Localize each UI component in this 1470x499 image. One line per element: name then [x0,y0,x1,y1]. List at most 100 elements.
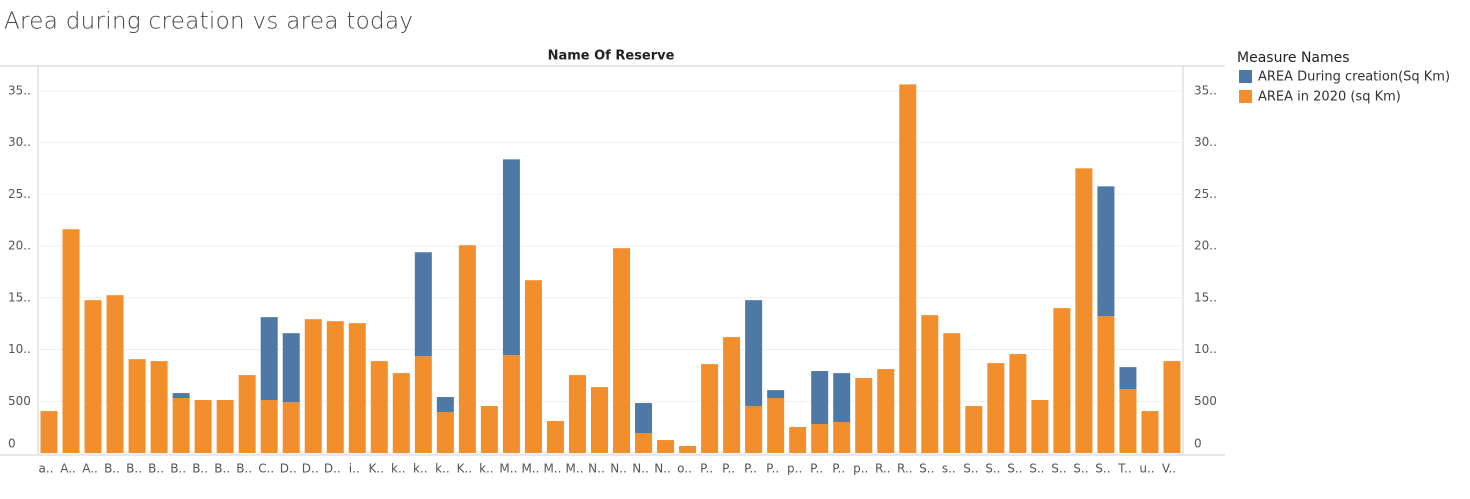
bar [833,422,851,453]
x-tick-label: N.. [588,462,605,476]
bar [370,361,388,453]
bar [1119,389,1137,453]
y2-tick-label: 15.. [1194,290,1217,304]
x-tick-label: D.. [324,462,341,476]
bar [348,323,366,453]
x-tick-label: B.. [236,462,252,476]
bar [833,373,851,423]
bar [767,398,785,453]
x-tick-label: i.. [349,462,360,476]
x-tick-label: R.. [897,462,913,476]
x-tick-label: B.. [148,462,164,476]
bar [943,333,961,453]
x-tick-label: P.. [744,462,757,476]
bar [1097,316,1115,453]
bar [40,411,58,453]
x-tick-label: B.. [170,462,186,476]
bar [1119,367,1137,390]
bar [987,363,1005,453]
x-tick-label: M.. [565,462,583,476]
x-tick-label: K.. [369,462,385,476]
bar [723,337,741,453]
bar [1097,186,1115,317]
legend-label: AREA in 2020 (sq Km) [1258,90,1401,105]
x-tick-label: P.. [810,462,823,476]
bar [106,295,124,453]
bar [260,400,278,453]
y2-tick-label: 20.. [1194,239,1217,253]
bar [877,369,895,453]
bar [1163,361,1181,453]
bar [546,421,564,453]
bar [1031,400,1049,453]
x-tick-label: k.. [479,462,494,476]
x-tick-label: S.. [963,462,978,476]
y2-tick-label: 500 [1194,394,1217,408]
bar [84,300,102,453]
y-tick-label: 35.. [8,83,31,97]
y-tick-label: 30.. [8,135,31,149]
y-tick-label: 10.. [8,342,31,356]
bar [436,397,454,413]
bar [965,406,983,453]
bar [1053,308,1071,453]
x-tick-label: B.. [126,462,142,476]
x-tick-label: S.. [1073,462,1088,476]
bar [524,280,542,453]
bar [855,378,873,453]
legend-label: AREA During creation(Sq Km) [1258,70,1450,85]
x-tick-label: M.. [543,462,561,476]
x-tick-label: p.. [853,462,868,476]
legend-title: Measure Names [1237,50,1350,66]
bar [701,364,719,453]
y2-tick-label: 25.. [1194,187,1217,201]
bar [480,406,498,453]
bar [150,361,168,453]
x-tick-label: M.. [499,462,517,476]
x-tick-label: S.. [1029,462,1044,476]
x-tick-label: S.. [1007,462,1022,476]
y2-tick-label: 10.. [1194,342,1217,356]
bar [590,387,608,453]
bar [282,402,300,453]
x-tick-label: B.. [192,462,208,476]
bar [635,433,653,453]
x-tick-label: T.. [1117,462,1132,476]
x-tick-label: C.. [258,462,274,476]
bar [392,373,410,453]
y2-tick-label: 0 [1194,437,1202,451]
x-tick-label: A.. [60,462,76,476]
bar [811,424,829,453]
bar [635,403,653,434]
bar [414,356,432,453]
bar [568,375,586,453]
x-tick-label: S.. [1051,462,1066,476]
bar [811,371,829,425]
bar [414,252,432,357]
x-tick-label: D.. [280,462,297,476]
y-tick-label: 500 [8,394,31,408]
x-tick-label: B.. [214,462,230,476]
x-tick-label: V.. [1162,462,1176,476]
x-tick-label: N.. [632,462,649,476]
bar [282,333,300,403]
bar [921,315,939,453]
bar [326,321,344,453]
bar [502,159,520,356]
y-tick-label: 20.. [8,239,31,253]
bar [745,406,763,453]
x-tick-label: p.. [787,462,802,476]
x-tick-label: a.. [39,462,54,476]
x-tick-label: S.. [1095,462,1110,476]
x-tick-label: P.. [722,462,735,476]
legend-swatch [1239,70,1252,83]
x-tick-label: o.. [677,462,692,476]
x-tick-label: D.. [302,462,319,476]
x-tick-label: N.. [610,462,627,476]
x-tick-label: S.. [919,462,934,476]
bar [767,390,785,399]
bar [194,400,212,453]
bar [458,245,476,453]
bar [436,412,454,453]
x-tick-label: M.. [521,462,539,476]
